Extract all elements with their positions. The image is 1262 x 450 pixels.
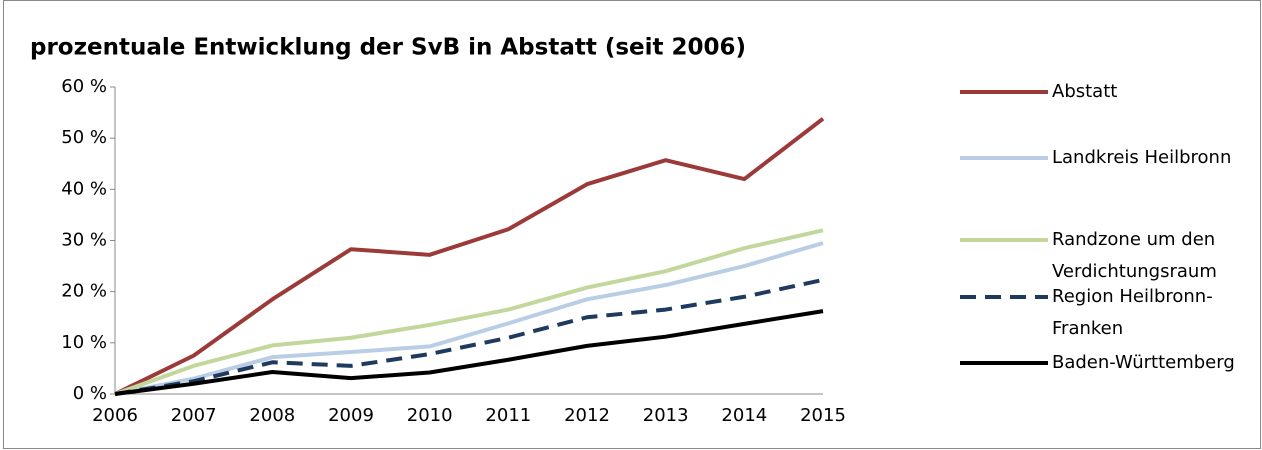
data-line	[114, 117, 825, 396]
x-tick-label: 2007	[171, 405, 217, 426]
x-tick-label: 2009	[328, 405, 374, 426]
data-line	[114, 309, 824, 396]
legend-label: Baden-Württemberg	[1052, 352, 1235, 373]
y-tick-label: 10 %	[61, 332, 107, 353]
y-tick-label: 40 %	[61, 178, 107, 199]
x-tick-label: 2008	[249, 405, 295, 426]
legend-label: Abstatt	[1052, 81, 1118, 102]
x-tick-label: 2014	[721, 405, 767, 426]
x-tick-label: 2013	[643, 405, 689, 426]
y-tick-label: 60 %	[61, 76, 107, 97]
legend-label: Region Heilbronn-Franken	[1052, 286, 1213, 339]
x-tick-label: 2011	[485, 405, 531, 426]
y-tick-label: 30 %	[61, 230, 107, 251]
x-tick-label: 2015	[800, 405, 846, 426]
data-line	[114, 228, 824, 396]
legend-label: Landkreis Heilbronn	[1052, 147, 1232, 168]
y-tick-label: 0 %	[73, 383, 107, 404]
chart-title: prozentuale Entwicklung der SvB in Absta…	[30, 35, 746, 61]
x-tick-label: 2012	[564, 405, 610, 426]
x-tick-label: 2010	[407, 405, 453, 426]
y-tick-label: 20 %	[61, 281, 107, 302]
y-tick-label: 50 %	[61, 127, 107, 148]
x-tick-label: 2006	[92, 405, 138, 426]
data-line	[114, 241, 824, 396]
legend-label: Randzone um den Verdichtungsraum	[1052, 229, 1217, 282]
data-line	[114, 277, 824, 396]
